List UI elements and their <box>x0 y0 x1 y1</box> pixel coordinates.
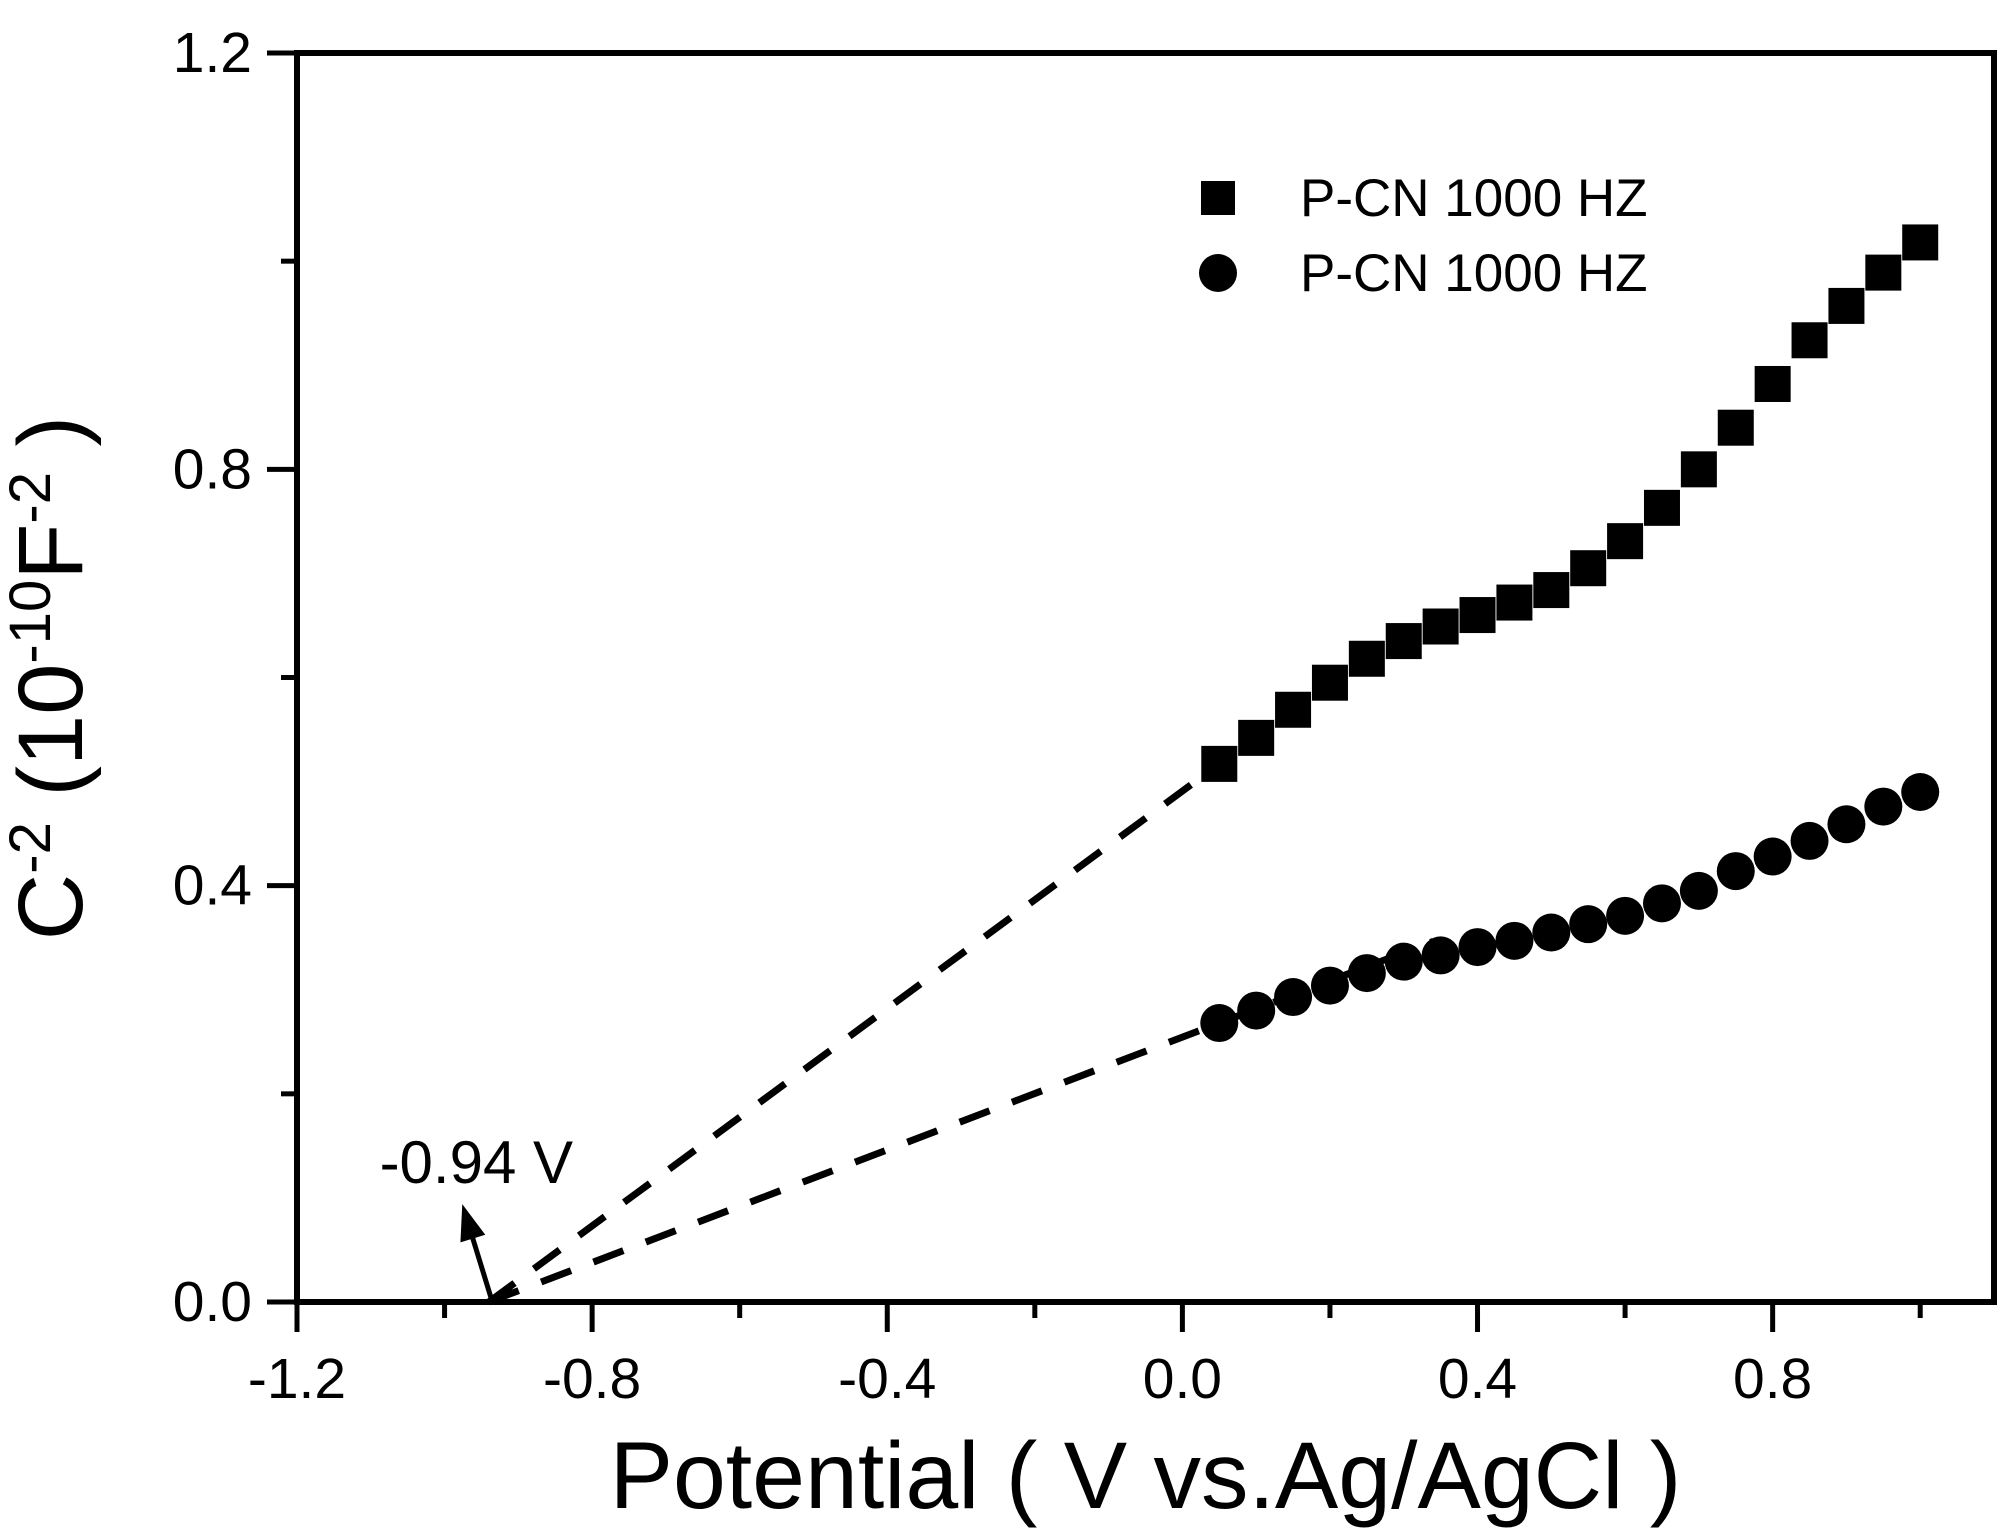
square-marker <box>1201 745 1238 782</box>
square-marker <box>1348 640 1385 677</box>
square-marker <box>1791 322 1828 359</box>
circle-marker <box>1606 896 1645 935</box>
annotation-text: -0.94 V <box>380 1129 573 1196</box>
square-marker <box>1238 719 1275 756</box>
circle-marker <box>1901 772 1940 811</box>
circle-marker <box>1532 913 1571 952</box>
square-marker <box>1680 451 1717 488</box>
fit-line-square-series <box>486 761 1222 1305</box>
circle-marker <box>1310 966 1349 1005</box>
circle-marker <box>1458 928 1497 967</box>
annotation-arrowhead <box>460 1204 486 1243</box>
circle-marker <box>1347 954 1386 993</box>
x-tick-label: 0.4 <box>1438 1347 1517 1411</box>
y-axis-title: C-2 (10-10F-2 ) <box>0 416 102 940</box>
legend-square-marker <box>1201 181 1235 215</box>
square-marker <box>1717 409 1754 446</box>
circle-marker <box>1384 942 1423 981</box>
square-marker <box>1311 664 1348 701</box>
square-marker <box>1533 572 1570 609</box>
x-tick-label: -0.4 <box>838 1347 936 1411</box>
circle-marker <box>1753 837 1792 876</box>
legend-label: P-CN 1000 HZ <box>1300 169 1648 228</box>
square-marker <box>1643 489 1680 526</box>
square-marker <box>1385 623 1422 660</box>
circle-marker <box>1495 921 1534 960</box>
square-marker <box>1570 550 1607 587</box>
circle-marker <box>1274 978 1313 1017</box>
x-tick-label: 0.8 <box>1733 1347 1812 1411</box>
circle-marker <box>1679 871 1718 910</box>
square-marker <box>1607 523 1644 560</box>
circle-marker <box>1864 787 1903 826</box>
square-marker <box>1422 608 1459 645</box>
square-marker <box>1275 691 1312 728</box>
circle-marker <box>1421 936 1460 975</box>
x-axis-title: Potential ( V vs.Ag/AgCl ) <box>610 1423 1682 1529</box>
x-tick-label: -1.2 <box>248 1347 346 1411</box>
y-tick-label: 0.8 <box>173 437 252 501</box>
circle-marker <box>1200 1004 1239 1043</box>
y-tick-label: 1.2 <box>173 21 252 85</box>
legend-circle-marker <box>1199 254 1237 292</box>
y-tick-label: 0.4 <box>173 854 252 918</box>
circle-marker <box>1569 905 1608 944</box>
x-tick-label: 0.0 <box>1143 1347 1222 1411</box>
square-marker <box>1459 597 1496 634</box>
square-marker <box>1754 365 1791 402</box>
circle-marker <box>1642 884 1681 923</box>
y-tick-label: 0.0 <box>173 1270 252 1334</box>
circle-marker <box>1716 852 1755 891</box>
circle-marker <box>1827 805 1866 844</box>
square-marker <box>1828 287 1865 324</box>
square-marker <box>1902 224 1939 261</box>
x-tick-label: -0.8 <box>543 1347 641 1411</box>
square-marker <box>1496 584 1533 621</box>
legend-label: P-CN 1000 HZ <box>1300 244 1648 303</box>
square-marker <box>1865 254 1902 291</box>
circle-marker <box>1790 821 1829 860</box>
circle-marker <box>1237 991 1276 1030</box>
